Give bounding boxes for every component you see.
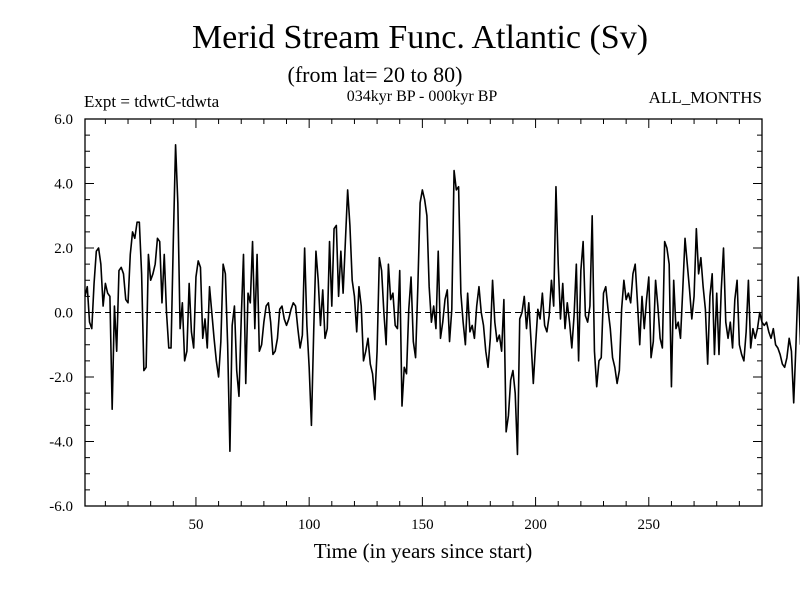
y-tick-label: 4.0 (54, 177, 73, 193)
experiment-label: Expt = tdwtC-tdwta (84, 92, 220, 111)
chart-title: Merid Stream Func. Atlantic (Sv) (192, 19, 648, 56)
x-tick-label: 100 (298, 517, 321, 533)
x-axis-label: Time (in years since start) (314, 539, 533, 563)
chart-subtitle: (from lat= 20 to 80) (288, 62, 463, 87)
months-label: ALL_MONTHS (649, 88, 762, 107)
x-tick-label: 200 (524, 517, 547, 533)
x-tick-label: 50 (188, 517, 203, 533)
y-tick-label: -2.0 (49, 370, 73, 386)
series-line (84, 144, 800, 456)
y-tick-label: 0.0 (54, 306, 73, 322)
x-tick-label: 150 (411, 517, 434, 533)
axis-tick-labels: 50 100 150 200 250 -6.0 -4.0 -2.0 0.0 2.0 4.0 6.0 (49, 112, 660, 533)
y-tick-label: 2.0 (54, 241, 73, 257)
axis-ticks (85, 119, 762, 506)
y-tick-label: -6.0 (49, 499, 73, 515)
period-label: 034kyr BP - 000kyr BP (347, 88, 498, 105)
x-tick-label: 250 (638, 517, 661, 533)
y-tick-label: 6.0 (54, 112, 73, 128)
y-tick-label: -4.0 (49, 435, 73, 451)
